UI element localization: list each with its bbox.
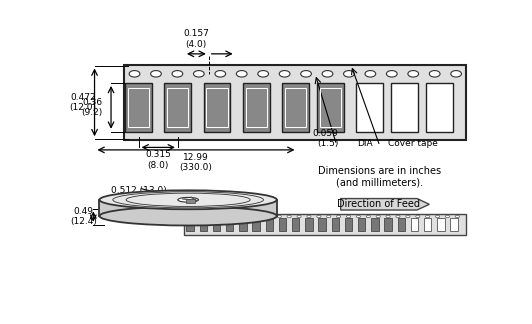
Text: 0.49
(12.4): 0.49 (12.4) bbox=[70, 207, 97, 226]
Bar bbox=[331, 218, 339, 231]
Circle shape bbox=[429, 71, 440, 77]
Bar bbox=[385, 218, 392, 231]
Circle shape bbox=[228, 215, 232, 218]
Ellipse shape bbox=[99, 206, 277, 226]
Bar bbox=[292, 218, 300, 231]
Circle shape bbox=[455, 215, 460, 218]
Text: 0.512 (13.0)
Arbor Hole Dia.: 0.512 (13.0) Arbor Hole Dia. bbox=[111, 186, 180, 205]
Circle shape bbox=[172, 71, 183, 77]
Circle shape bbox=[267, 215, 271, 218]
Circle shape bbox=[386, 71, 397, 77]
Circle shape bbox=[277, 215, 281, 218]
Circle shape bbox=[346, 215, 351, 218]
Ellipse shape bbox=[178, 197, 198, 202]
Circle shape bbox=[287, 215, 291, 218]
Bar bbox=[397, 218, 405, 231]
Circle shape bbox=[337, 215, 340, 218]
Circle shape bbox=[218, 215, 222, 218]
Bar bbox=[200, 218, 207, 231]
Bar bbox=[279, 218, 286, 231]
Bar bbox=[99, 200, 277, 216]
Bar bbox=[226, 218, 234, 231]
Bar bbox=[186, 199, 195, 203]
Circle shape bbox=[408, 71, 419, 77]
Circle shape bbox=[451, 71, 461, 77]
Text: 12.99
(330.0): 12.99 (330.0) bbox=[179, 153, 212, 172]
Circle shape bbox=[322, 71, 333, 77]
Circle shape bbox=[344, 71, 354, 77]
Circle shape bbox=[301, 71, 311, 77]
Bar bbox=[282, 83, 309, 132]
Bar bbox=[243, 83, 270, 132]
Circle shape bbox=[396, 215, 400, 218]
Bar bbox=[246, 88, 267, 127]
Circle shape bbox=[365, 71, 376, 77]
Circle shape bbox=[445, 215, 450, 218]
Bar bbox=[187, 218, 194, 231]
Bar bbox=[371, 218, 379, 231]
FancyArrow shape bbox=[340, 199, 429, 210]
Bar bbox=[164, 83, 191, 132]
Bar bbox=[424, 218, 431, 231]
Text: 0.315
(8.0): 0.315 (8.0) bbox=[145, 150, 171, 170]
Circle shape bbox=[258, 71, 269, 77]
Circle shape bbox=[188, 215, 192, 218]
Text: Cover tape: Cover tape bbox=[388, 139, 438, 148]
Bar bbox=[426, 83, 453, 132]
Circle shape bbox=[415, 215, 420, 218]
Bar bbox=[239, 218, 247, 231]
Circle shape bbox=[236, 71, 247, 77]
Circle shape bbox=[406, 215, 410, 218]
Circle shape bbox=[257, 215, 262, 218]
Bar bbox=[206, 88, 228, 127]
Circle shape bbox=[215, 71, 226, 77]
Circle shape bbox=[376, 215, 380, 218]
Text: Dimensions are in inches
(and millimeters).: Dimensions are in inches (and millimeter… bbox=[318, 166, 442, 188]
Bar bbox=[213, 218, 220, 231]
Text: 0.472
(12.0): 0.472 (12.0) bbox=[70, 93, 96, 112]
Text: 0.157
(4.0): 0.157 (4.0) bbox=[184, 29, 209, 49]
Bar bbox=[285, 88, 306, 127]
Circle shape bbox=[307, 215, 311, 218]
Circle shape bbox=[151, 71, 161, 77]
Circle shape bbox=[436, 215, 439, 218]
Bar bbox=[451, 218, 458, 231]
Circle shape bbox=[356, 215, 361, 218]
Circle shape bbox=[279, 71, 290, 77]
Circle shape bbox=[129, 71, 140, 77]
Circle shape bbox=[327, 215, 331, 218]
Bar bbox=[125, 83, 152, 132]
Bar bbox=[128, 88, 149, 127]
Bar bbox=[345, 218, 352, 231]
Circle shape bbox=[208, 215, 212, 218]
Bar bbox=[356, 83, 383, 132]
Bar bbox=[167, 88, 188, 127]
Ellipse shape bbox=[99, 190, 277, 209]
Circle shape bbox=[194, 71, 204, 77]
Bar bbox=[124, 65, 467, 140]
Bar bbox=[437, 218, 445, 231]
Bar bbox=[411, 218, 418, 231]
Bar bbox=[204, 83, 230, 132]
Bar bbox=[253, 218, 260, 231]
Bar bbox=[184, 214, 467, 235]
Bar bbox=[265, 218, 273, 231]
Bar bbox=[305, 218, 313, 231]
Bar bbox=[358, 218, 365, 231]
Bar bbox=[320, 88, 341, 127]
Circle shape bbox=[238, 215, 242, 218]
Text: 0.059
(1.5): 0.059 (1.5) bbox=[313, 129, 338, 148]
Text: 0.36
(9.2): 0.36 (9.2) bbox=[81, 98, 103, 117]
Circle shape bbox=[386, 215, 390, 218]
Text: DIA: DIA bbox=[357, 139, 373, 148]
Text: Direction of Feed: Direction of Feed bbox=[337, 199, 420, 209]
Bar bbox=[391, 83, 418, 132]
Circle shape bbox=[317, 215, 321, 218]
Bar bbox=[317, 83, 344, 132]
Circle shape bbox=[297, 215, 301, 218]
Circle shape bbox=[366, 215, 370, 218]
Circle shape bbox=[247, 215, 252, 218]
Bar bbox=[319, 218, 326, 231]
Circle shape bbox=[426, 215, 430, 218]
Circle shape bbox=[198, 215, 202, 218]
